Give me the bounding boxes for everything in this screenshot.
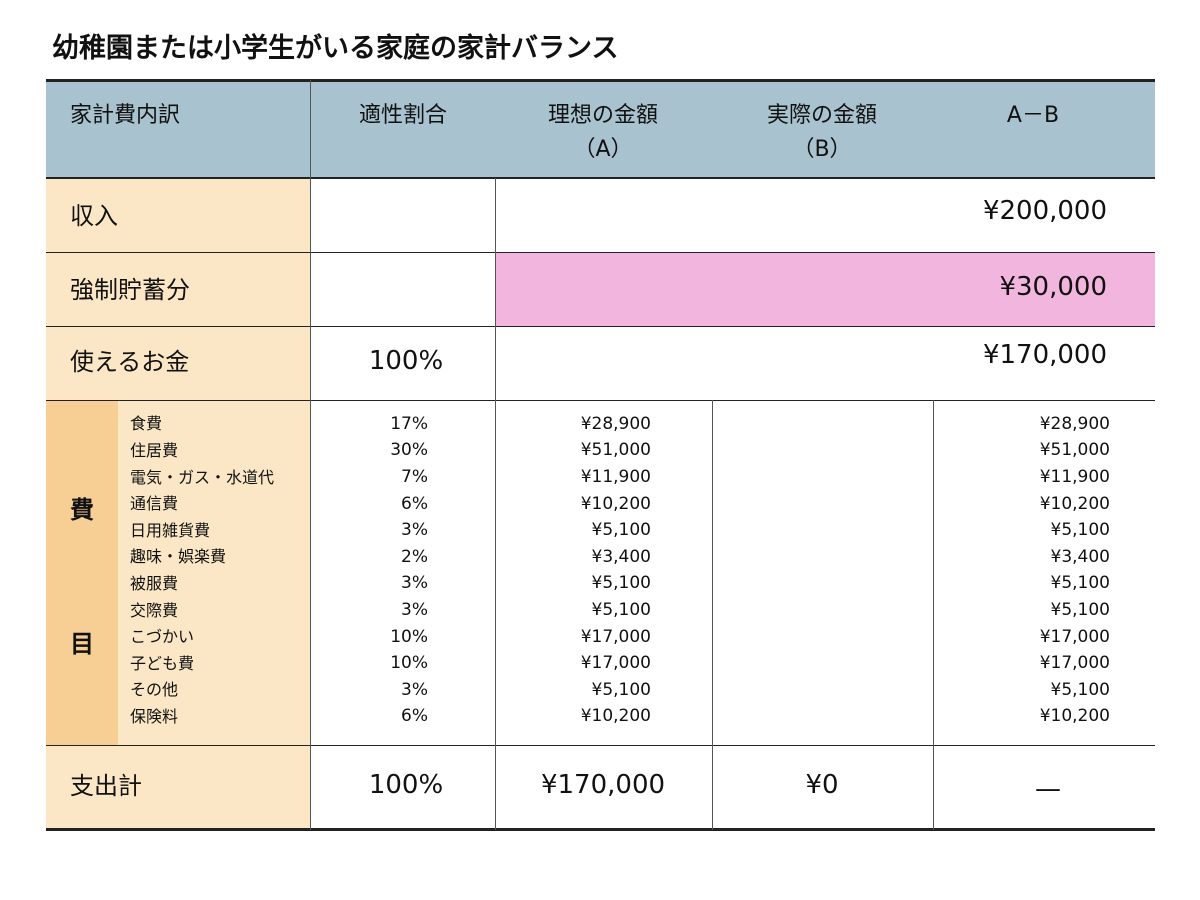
- item-diff: ¥10,200: [1039, 706, 1110, 727]
- side-label: 目: [70, 629, 94, 658]
- item-ratio: 7%: [401, 467, 428, 487]
- ratio: 100%: [368, 770, 444, 801]
- header-cell: 適性割合: [358, 102, 447, 128]
- item-ideal: ¥5,100: [591, 679, 651, 700]
- item-diff: ¥5,100: [1050, 573, 1110, 594]
- item-name: 電気・ガス・水道代: [130, 467, 275, 487]
- v-line: [310, 80, 311, 830]
- item-ratio: 6%: [401, 706, 428, 727]
- item-name: 保険料: [130, 707, 179, 726]
- item-name: その他: [130, 680, 179, 700]
- row-label: 支出計: [70, 771, 142, 800]
- header-cell: A－B: [1006, 102, 1060, 128]
- item-name: 趣味・娯楽費: [130, 547, 227, 567]
- item-diff: ¥11,900: [1039, 467, 1110, 487]
- side-label: 費: [70, 495, 94, 524]
- item-ratio: 10%: [390, 626, 428, 647]
- header-cell: 実際の金額: [766, 102, 877, 128]
- item-name: 被服費: [130, 574, 179, 593]
- amount: ¥170,000: [540, 770, 666, 801]
- item-ratio: 3%: [401, 600, 428, 620]
- item-name: 通信費: [130, 494, 179, 514]
- item-ideal: ¥10,200: [580, 493, 651, 514]
- item-ideal: ¥17,000: [580, 626, 651, 647]
- item-ideal: ¥5,100: [591, 520, 651, 541]
- row-label: 強制貯蓄分: [70, 275, 190, 304]
- side-label-bg: [46, 400, 118, 745]
- h-line: [46, 400, 1155, 401]
- amount: ¥0: [805, 770, 839, 801]
- item-ideal: ¥28,900: [580, 413, 651, 434]
- h-line: [46, 326, 1155, 327]
- item-diff: ¥28,900: [1039, 413, 1110, 434]
- item-ratio: 3%: [401, 520, 428, 541]
- h-line: [46, 177, 1155, 179]
- item-ideal: ¥10,200: [580, 706, 651, 727]
- item-diff: ¥17,000: [1039, 626, 1110, 647]
- savings-highlight: [495, 252, 1155, 326]
- header-cell: （A）: [573, 136, 633, 162]
- item-ideal: ¥3,400: [591, 546, 651, 567]
- item-ratio: 17%: [390, 413, 428, 434]
- item-name: 住居費: [130, 441, 179, 460]
- amount: —: [1035, 774, 1061, 805]
- item-ratio: 30%: [390, 440, 428, 461]
- item-name: 食費: [130, 414, 163, 434]
- row-label: 収入: [70, 201, 118, 230]
- h-line: [46, 745, 1155, 746]
- item-ideal: ¥5,100: [591, 600, 651, 620]
- item-diff: ¥10,200: [1039, 493, 1110, 514]
- item-name: 子ども費: [130, 653, 195, 673]
- title: 幼稚園または小学生がいる家庭の家計バランス: [52, 33, 619, 64]
- amount: ¥30,000: [999, 272, 1107, 303]
- row-label: 使えるお金: [70, 347, 190, 376]
- header-cell: 理想の金額: [547, 102, 658, 128]
- h-line: [46, 252, 1155, 253]
- item-diff: ¥5,100: [1050, 600, 1110, 620]
- item-diff: ¥17,000: [1039, 653, 1110, 674]
- amount: ¥170,000: [982, 340, 1107, 371]
- item-name: こづかい: [130, 627, 195, 647]
- header-bg: [46, 80, 1155, 178]
- item-ratio: 2%: [401, 546, 428, 567]
- item-ideal: ¥5,100: [591, 573, 651, 594]
- header-cell: 家計費内訳: [70, 102, 181, 128]
- v-line: [712, 400, 713, 830]
- v-line: [495, 178, 496, 830]
- h-line: [46, 79, 1155, 82]
- item-diff: ¥3,400: [1050, 546, 1110, 567]
- item-ratio: 3%: [401, 573, 428, 594]
- item-name: 交際費: [130, 600, 179, 620]
- item-ideal: ¥51,000: [580, 440, 651, 461]
- v-line: [933, 400, 934, 830]
- header-cell: （B）: [792, 136, 852, 162]
- item-diff: ¥51,000: [1039, 440, 1110, 461]
- item-diff: ¥5,100: [1050, 520, 1110, 541]
- h-line: [46, 828, 1155, 831]
- item-ratio: 6%: [401, 493, 428, 514]
- item-ideal: ¥17,000: [580, 653, 651, 674]
- item-ideal: ¥11,900: [580, 467, 651, 487]
- item-name: 日用雑貨費: [130, 520, 211, 540]
- item-ratio: 3%: [401, 679, 428, 700]
- item-ratio: 10%: [390, 653, 428, 674]
- amount: ¥200,000: [982, 196, 1107, 227]
- item-diff: ¥5,100: [1050, 679, 1110, 700]
- ratio: 100%: [368, 346, 444, 377]
